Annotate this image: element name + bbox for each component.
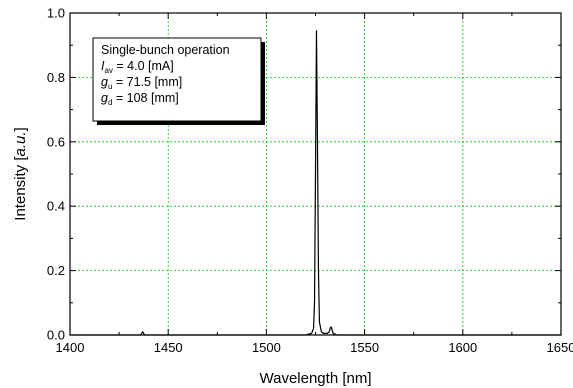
y-tick-label: 0.2 (47, 263, 65, 278)
legend-line-subscript: av (104, 66, 112, 75)
y-tick-label: 1.0 (47, 6, 65, 21)
legend-line-subscript: u (108, 82, 112, 91)
x-tick-label: 1400 (56, 340, 85, 355)
x-tick-label: 1450 (154, 340, 183, 355)
legend-line-main: I (101, 59, 105, 73)
legend-line-value: = 4.0 [mA] (113, 59, 174, 73)
legend-line: gd = 108 [mm] (101, 91, 179, 107)
x-tick-label: 1600 (448, 340, 477, 355)
y-tick-label: 0.4 (47, 199, 65, 214)
legend-line: Single-bunch operation (101, 43, 230, 57)
y-axis-title-prefix: Intensity [ (12, 156, 29, 221)
legend-line-value: = 71.5 [mm] (112, 75, 182, 89)
legend-line: Iav = 4.0 [mA] (101, 59, 174, 75)
x-tick-label: 1550 (350, 340, 379, 355)
ticks (69, 12, 562, 336)
legend-line: gu = 71.5 [mm] (101, 75, 182, 91)
y-axis-title-suffix: ] (12, 127, 29, 131)
tick-labels: 1400 1450 1500 1550 1600 1650 0.0 0.2 0.4 0.6 0.8 1… (47, 6, 573, 356)
legend-box (92, 37, 262, 122)
legend-line-subscript: d (108, 98, 112, 107)
y-axis-title-unit: a.u. (12, 131, 29, 156)
legend-line-main: g (101, 91, 108, 105)
x-tick-label: 1650 (547, 340, 573, 355)
y-tick-label: 0.6 (47, 134, 65, 149)
x-tick-label: 1500 (252, 340, 281, 355)
legend-line-main: g (101, 75, 108, 89)
legend-line-value: = 108 [mm] (112, 91, 178, 105)
x-axis-title: Wavelength [nm] (260, 370, 372, 387)
y-tick-label: 0.0 (47, 328, 65, 343)
y-tick-label: 0.8 (47, 70, 65, 85)
y-axis-title: Intensity [a.u.] (12, 127, 29, 220)
legend-line-main: Single-bunch operation (101, 43, 230, 57)
